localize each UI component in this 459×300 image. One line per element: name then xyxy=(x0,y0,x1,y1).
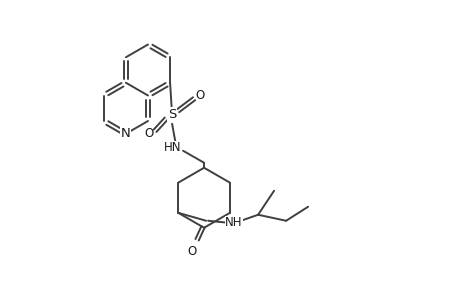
Text: S: S xyxy=(168,108,176,121)
Text: O: O xyxy=(187,245,196,258)
Text: O: O xyxy=(144,127,153,140)
Text: NH: NH xyxy=(225,216,242,229)
Text: O: O xyxy=(195,89,204,102)
Text: N: N xyxy=(121,127,130,140)
Text: HN: HN xyxy=(164,141,181,154)
